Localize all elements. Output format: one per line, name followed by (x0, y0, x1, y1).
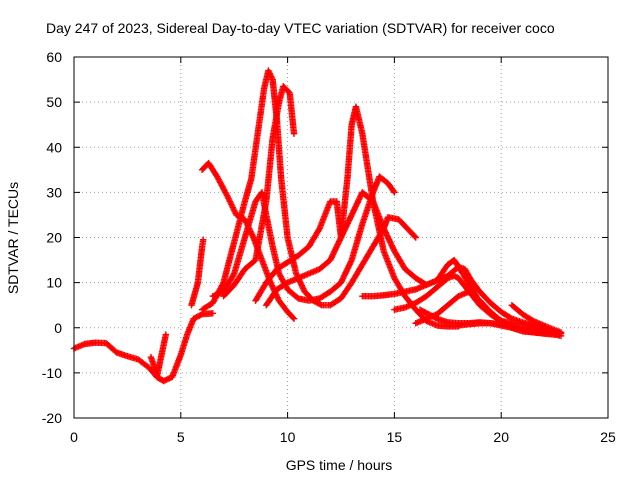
series-spike-4h (147, 331, 170, 379)
tick-labels: 0 5 10 15 20 25 -20 -10 0 10 20 30 40 50 60 (42, 49, 616, 445)
data-point (315, 226, 323, 234)
y-tick-label: -10 (42, 365, 62, 381)
y-tick-label: 50 (46, 94, 62, 110)
data-point (317, 301, 324, 308)
data-point (390, 187, 397, 195)
y-tick-label: 10 (46, 275, 62, 291)
ticks (73, 56, 609, 419)
data-point (230, 271, 237, 279)
data-point (412, 234, 419, 241)
y-tick-label: 20 (46, 230, 62, 246)
x-axis-title: GPS time / hours (286, 457, 393, 473)
x-tick-label: 0 (70, 429, 78, 445)
series-track-d (220, 83, 298, 300)
data-point (162, 331, 170, 338)
series-track-l (508, 301, 565, 336)
x-tick-label: 15 (387, 429, 403, 445)
data-point (289, 314, 297, 321)
x-tick-label: 20 (493, 429, 509, 445)
data-point (411, 233, 418, 240)
data-point (197, 311, 204, 319)
data-point (200, 236, 207, 243)
data-point (432, 314, 439, 322)
data-point (507, 314, 514, 322)
series-track-c (209, 173, 398, 304)
chart-title: Day 247 of 2023, Sidereal Day-to-day VTE… (46, 20, 555, 36)
series-spike-6h (188, 236, 207, 309)
data-point (290, 315, 298, 322)
y-tick-label: 60 (46, 49, 62, 65)
x-tick-label: 10 (280, 429, 296, 445)
data-point (209, 310, 217, 317)
data-layer (70, 67, 565, 385)
data-point (557, 329, 565, 336)
x-tick-label: 25 (600, 429, 616, 445)
y-axis-title: SDTVAR / TECUs (5, 182, 21, 294)
series-track-b (198, 67, 419, 313)
series-track-k (455, 320, 565, 337)
y-tick-label: 30 (46, 184, 62, 200)
data-point (290, 130, 298, 137)
data-point (391, 189, 398, 196)
y-tick-label: 40 (46, 139, 62, 155)
series-track-f (263, 189, 558, 336)
y-tick-label: -20 (42, 410, 62, 426)
y-tick-label: 0 (54, 320, 62, 336)
x-tick-label: 5 (177, 429, 185, 445)
